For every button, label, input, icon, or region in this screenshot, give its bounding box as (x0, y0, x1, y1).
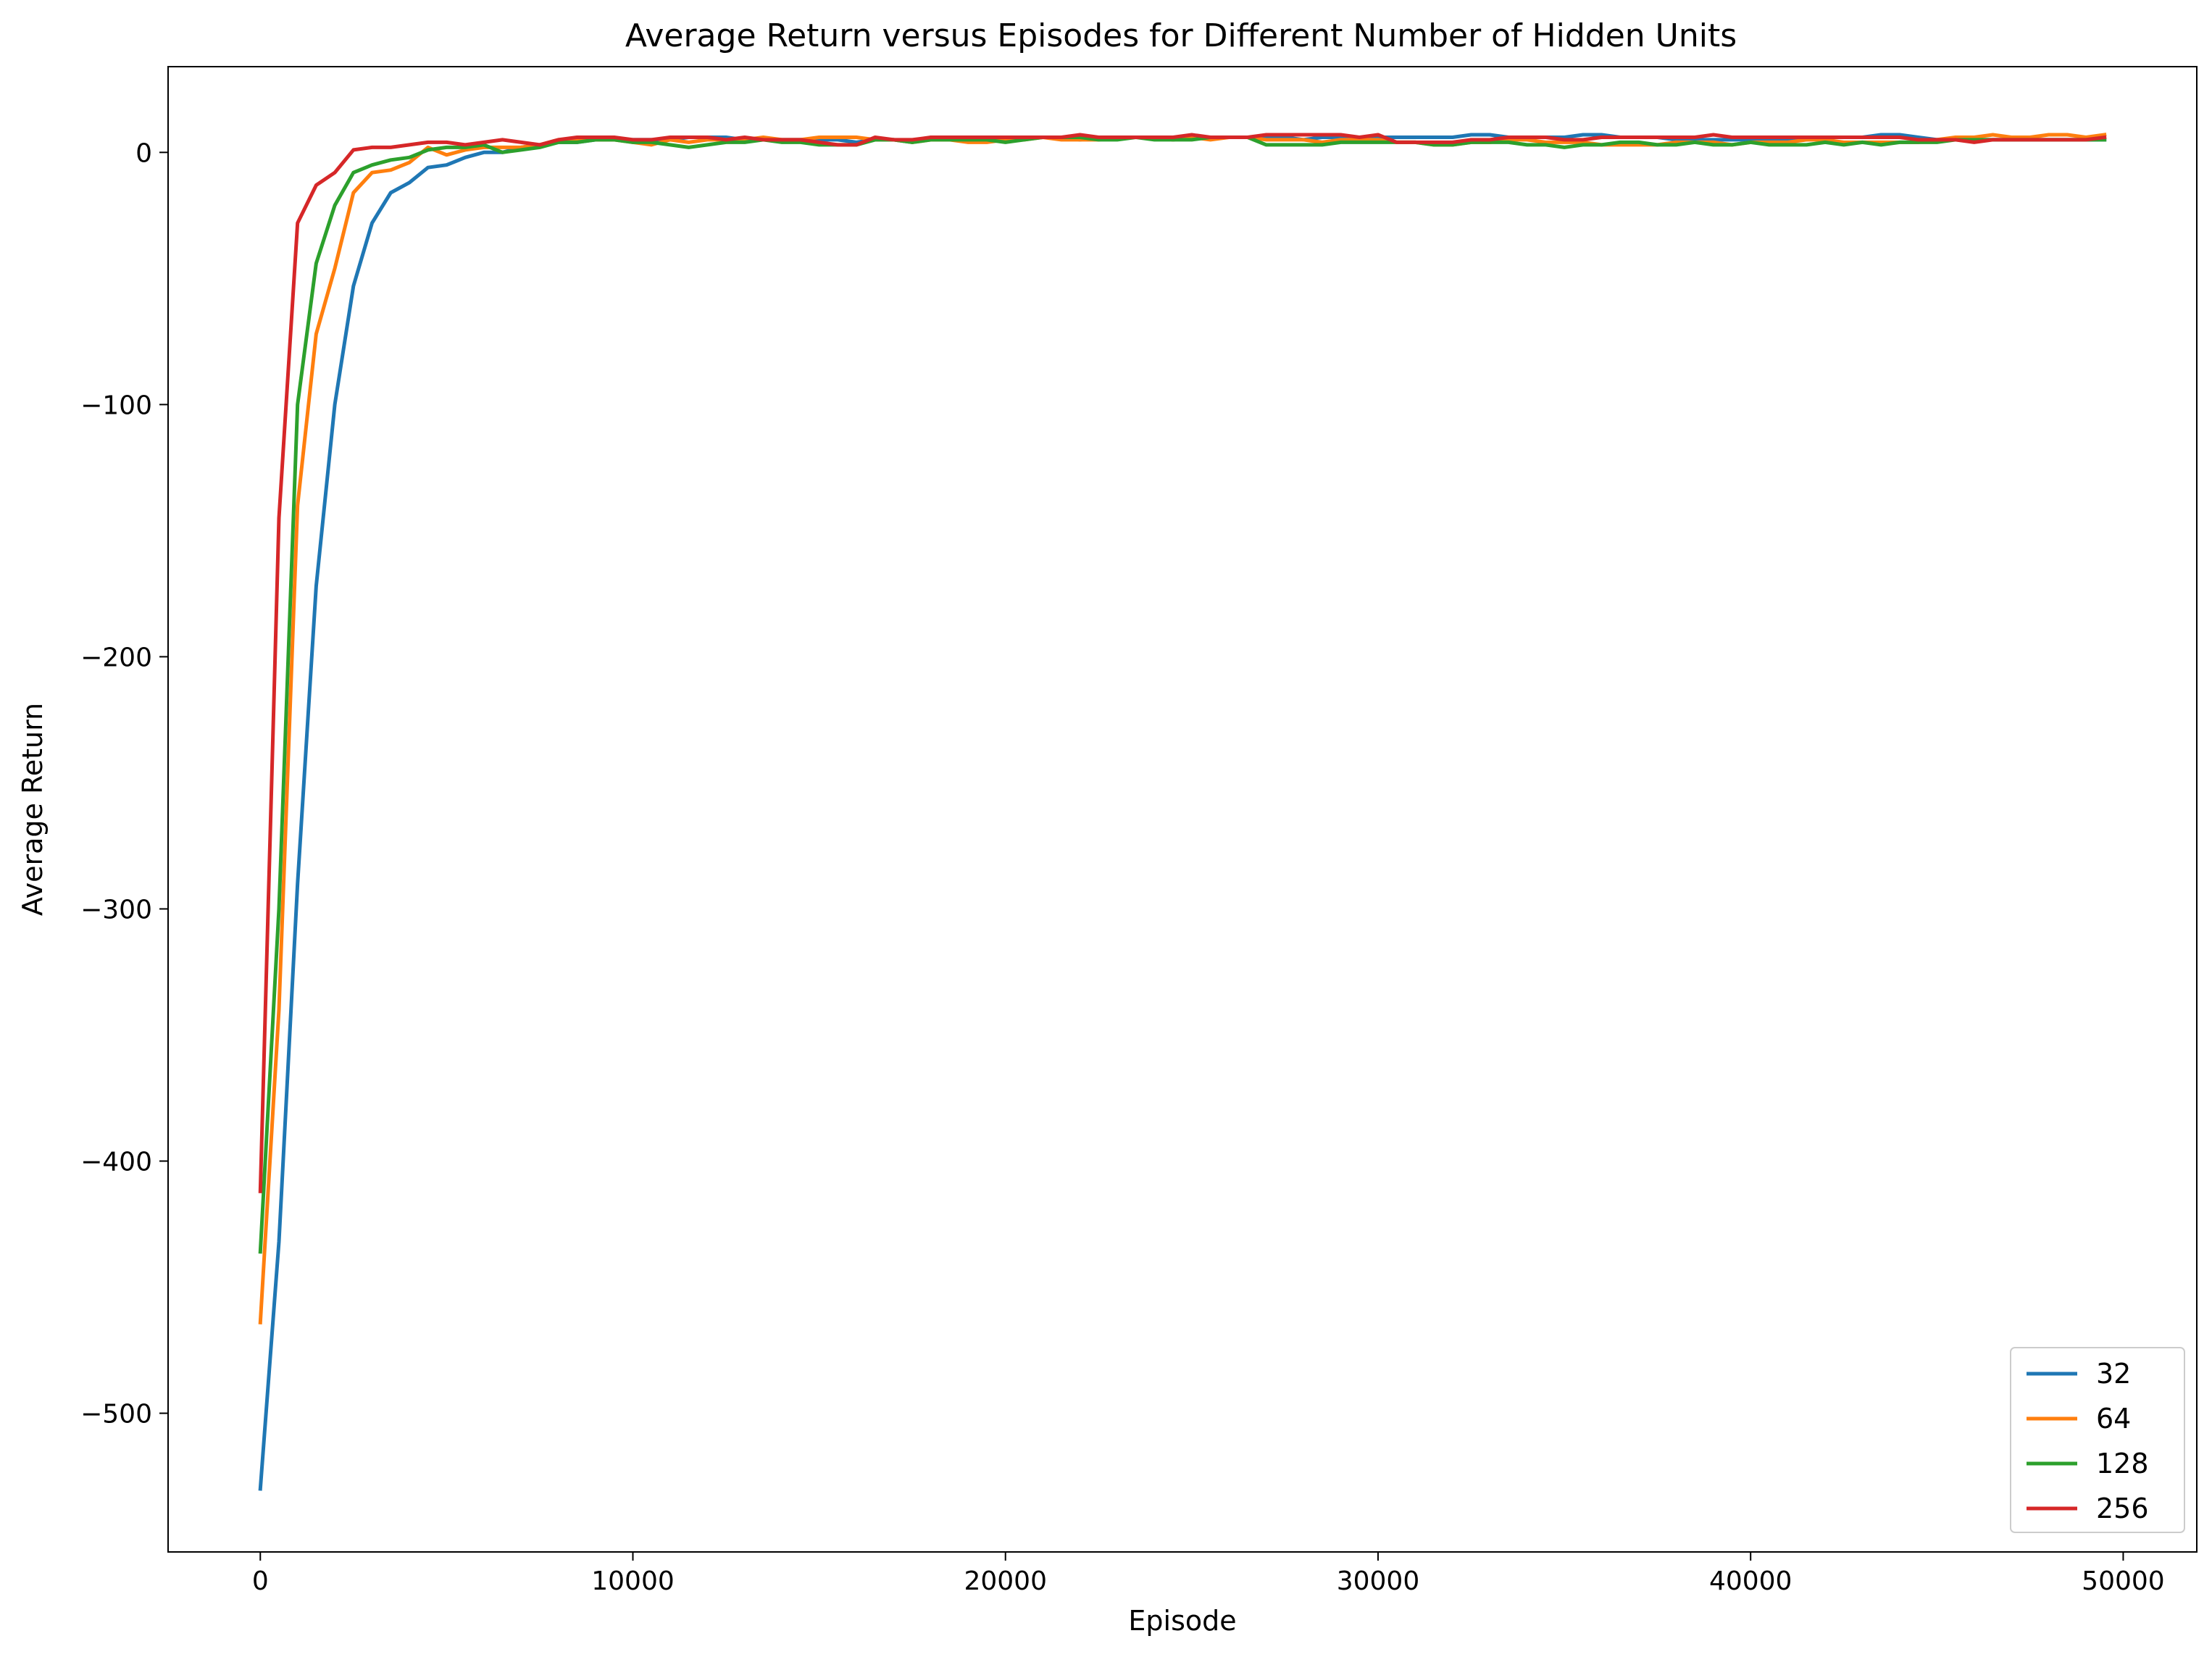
y-tick-label: −100 (80, 391, 152, 420)
series-line-128 (258, 135, 2107, 1254)
axes-frame (167, 66, 2198, 1553)
x-tick-label: 20000 (964, 1566, 1047, 1596)
x-axis: 0 10000 20000 30000 40000 50000 (252, 1552, 2165, 1596)
series-line-256 (258, 133, 2107, 1193)
chart-title: Average Return versus Episodes for Diffe… (625, 17, 1737, 54)
x-tick-label: 0 (252, 1566, 269, 1596)
y-tick-label: −500 (80, 1400, 152, 1429)
x-tick-label: 50000 (2082, 1566, 2165, 1596)
legend-label-256: 256 (2096, 1493, 2149, 1524)
legend-label-128: 128 (2096, 1448, 2149, 1479)
y-axis-label: Average Return (17, 703, 49, 916)
legend-label-64: 64 (2096, 1403, 2131, 1435)
legend-label-32: 32 (2096, 1358, 2131, 1390)
plot-area (258, 133, 2107, 1491)
y-tick-label: −200 (80, 643, 152, 672)
y-tick-label: −300 (80, 895, 152, 925)
x-tick-label: 10000 (591, 1566, 675, 1596)
y-tick-label: −400 (80, 1148, 152, 1177)
legend-box (2010, 1347, 2185, 1533)
x-axis-label: Episode (1128, 1605, 1236, 1637)
y-axis: 0 −100 −200 −300 −400 −500 (80, 138, 168, 1429)
y-tick-label: 0 (135, 138, 152, 168)
x-tick-label: 30000 (1337, 1566, 1420, 1596)
x-tick-label: 40000 (1709, 1566, 1792, 1596)
legend: 32 64 128 256 (2010, 1347, 2185, 1533)
